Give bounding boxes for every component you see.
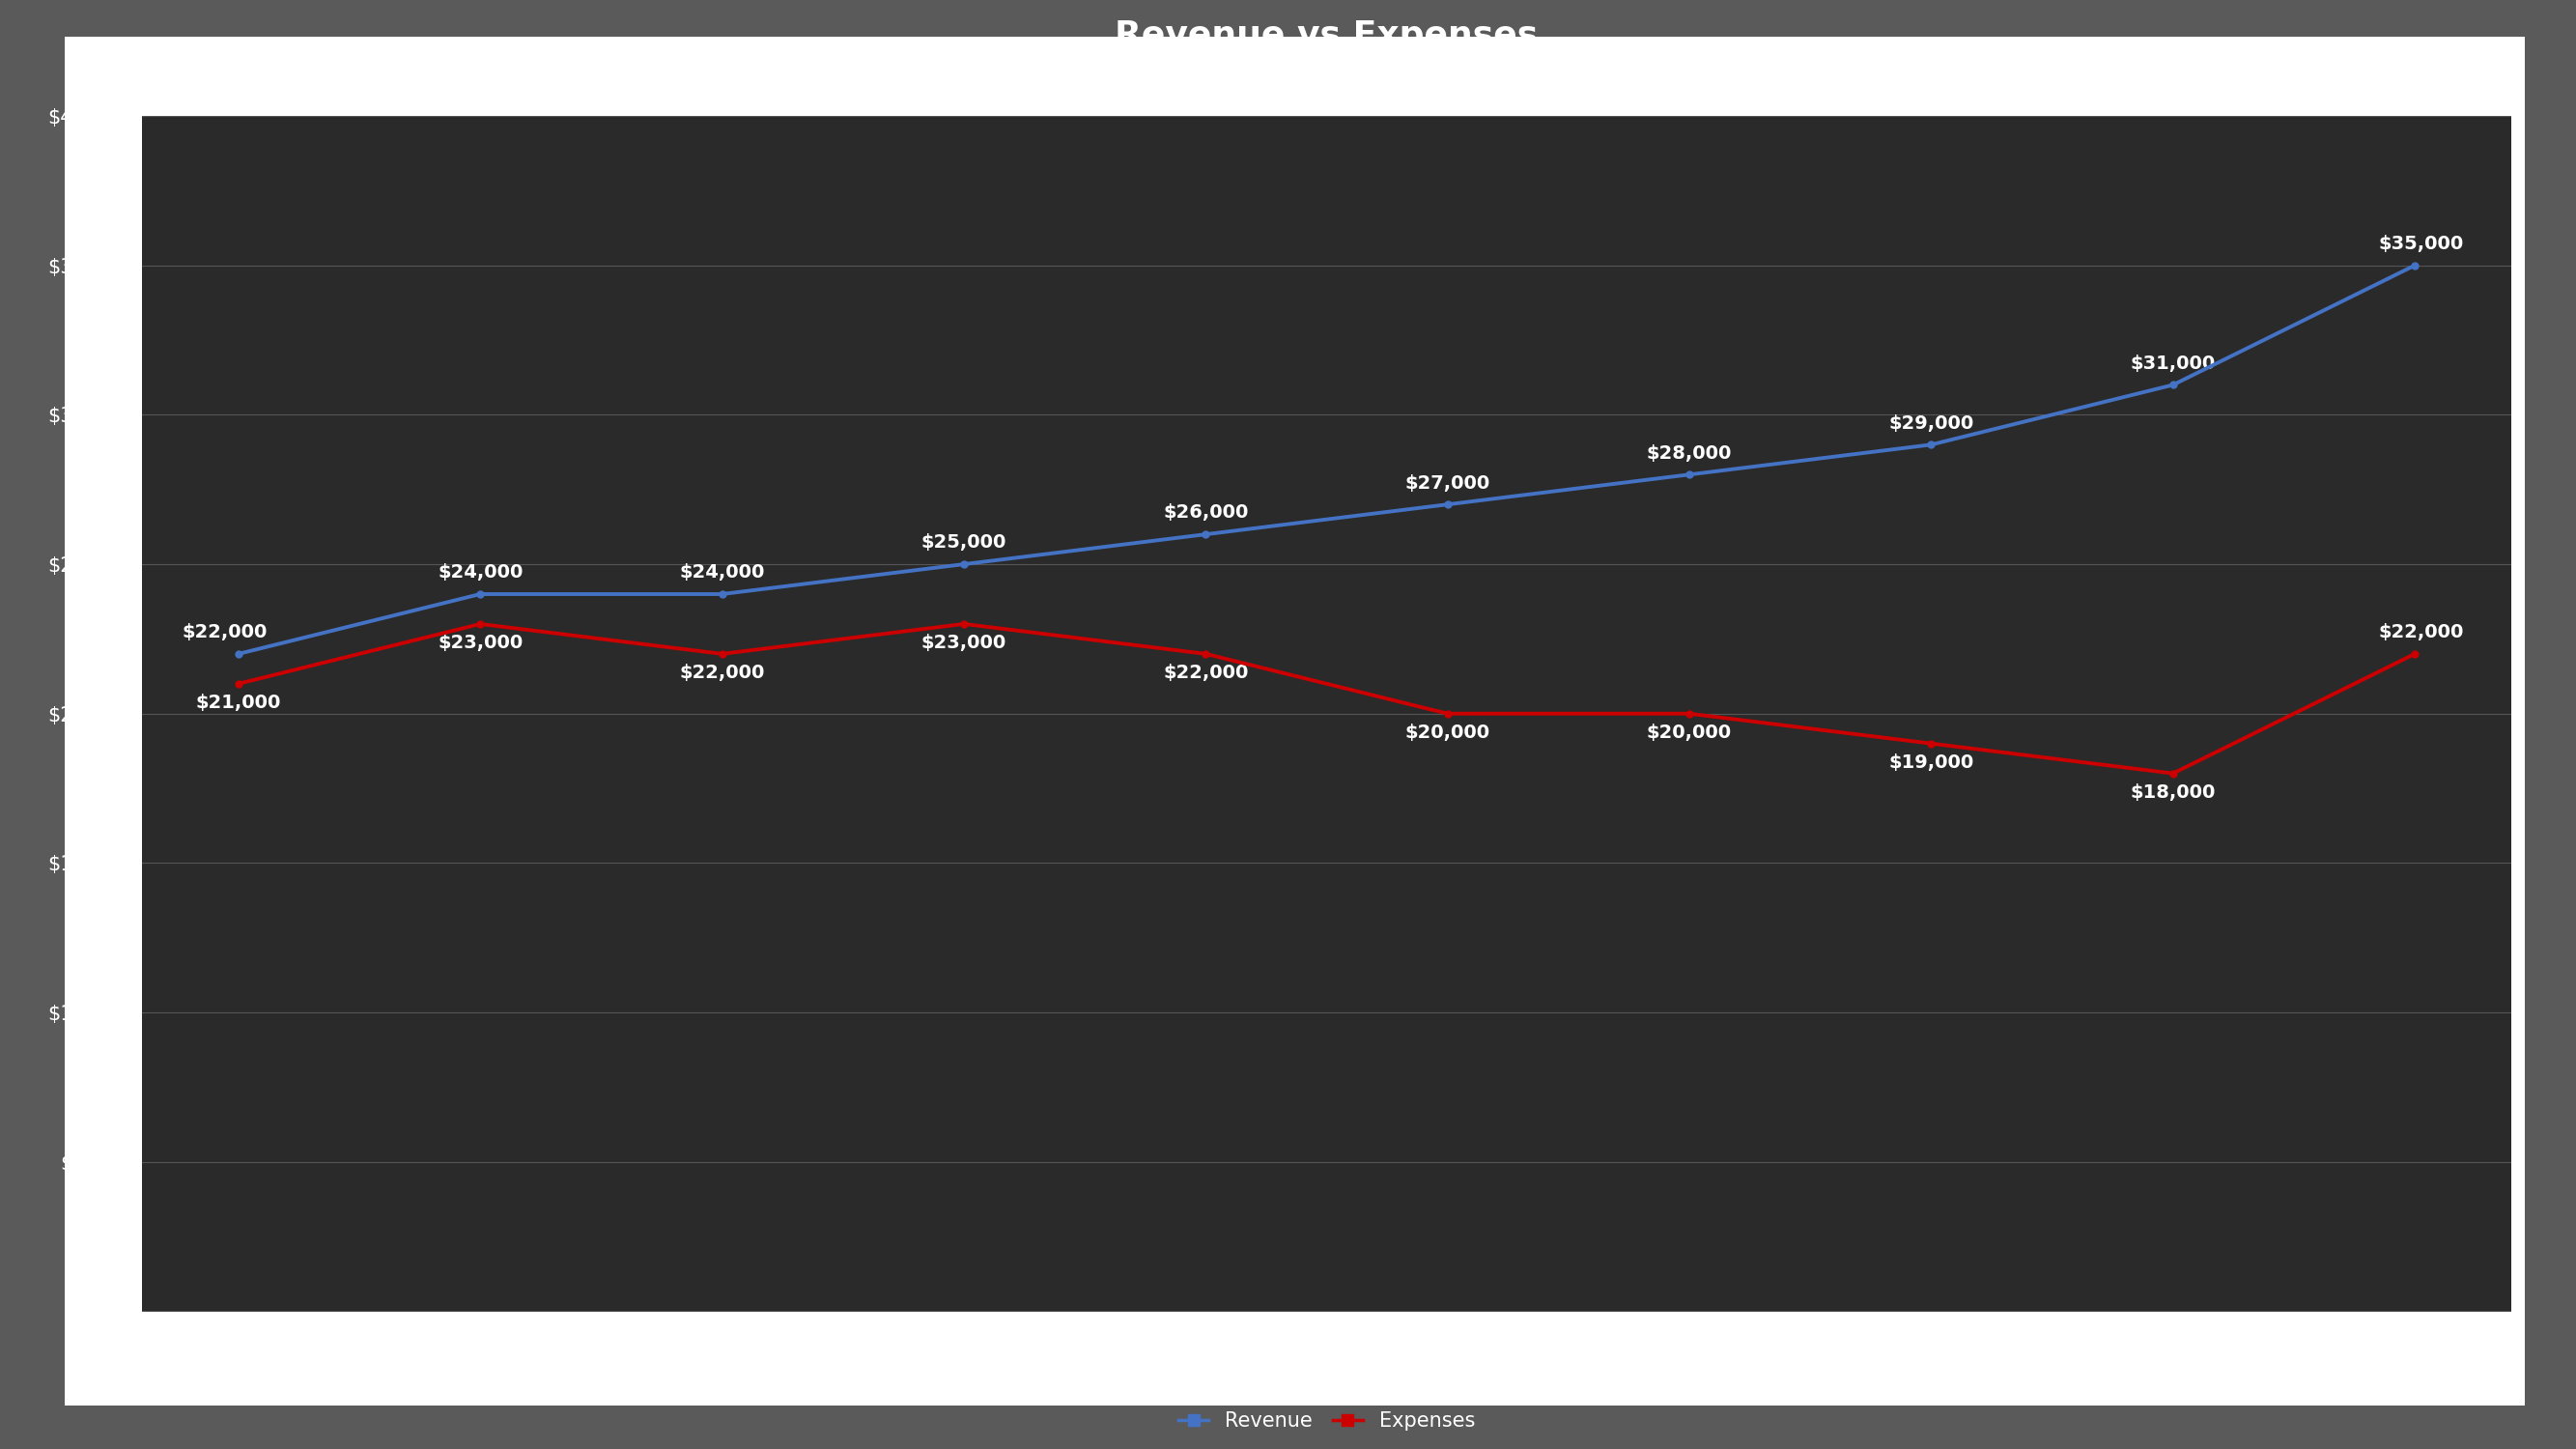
Text: $25,000: $25,000: [922, 533, 1007, 552]
Revenue: [1190, 526, 1221, 543]
Text: $20,000: $20,000: [1646, 723, 1731, 742]
Text: $28,000: $28,000: [1646, 443, 1731, 462]
Line: Expenses: Expenses: [240, 625, 2414, 774]
Text: $35,000: $35,000: [2380, 235, 2465, 254]
Revenue: [1674, 465, 1705, 483]
Text: $31,000: $31,000: [2130, 355, 2215, 372]
Text: $24,000: $24,000: [438, 564, 523, 582]
Expenses: [224, 675, 255, 693]
Text: $23,000: $23,000: [922, 633, 1007, 652]
Revenue: [2398, 256, 2429, 274]
Expenses: [464, 616, 495, 633]
Expenses: [1432, 704, 1463, 722]
Text: $18,000: $18,000: [2130, 782, 2215, 801]
Revenue: [224, 645, 255, 662]
Expenses: [706, 645, 737, 662]
Text: $19,000: $19,000: [1888, 753, 1973, 771]
Line: Revenue: Revenue: [240, 265, 2414, 653]
Revenue: [948, 555, 979, 572]
Text: $27,000: $27,000: [1404, 474, 1489, 493]
Revenue: [706, 585, 737, 603]
Revenue: [1917, 436, 1947, 454]
Expenses: [1917, 735, 1947, 752]
Text: $29,000: $29,000: [1888, 414, 1973, 432]
Revenue: [1432, 496, 1463, 513]
Text: $21,000: $21,000: [196, 694, 281, 711]
Text: $23,000: $23,000: [438, 633, 523, 652]
Legend: Revenue, Expenses: Revenue, Expenses: [1170, 1403, 1484, 1439]
Text: $22,000: $22,000: [183, 623, 268, 642]
Text: $20,000: $20,000: [1404, 723, 1489, 742]
Revenue: [2159, 377, 2190, 394]
Text: $22,000: $22,000: [1162, 664, 1249, 682]
Title: Revenue vs Expenses
2014-2024: Revenue vs Expenses 2014-2024: [1115, 20, 1538, 99]
Expenses: [948, 616, 979, 633]
Text: $22,000: $22,000: [2378, 623, 2465, 642]
Text: $26,000: $26,000: [1162, 504, 1249, 522]
Expenses: [1674, 704, 1705, 722]
Text: $24,000: $24,000: [680, 564, 765, 582]
Expenses: [2159, 765, 2190, 782]
Expenses: [2398, 645, 2429, 662]
Revenue: [464, 585, 495, 603]
Expenses: [1190, 645, 1221, 662]
Text: $22,000: $22,000: [680, 664, 765, 682]
